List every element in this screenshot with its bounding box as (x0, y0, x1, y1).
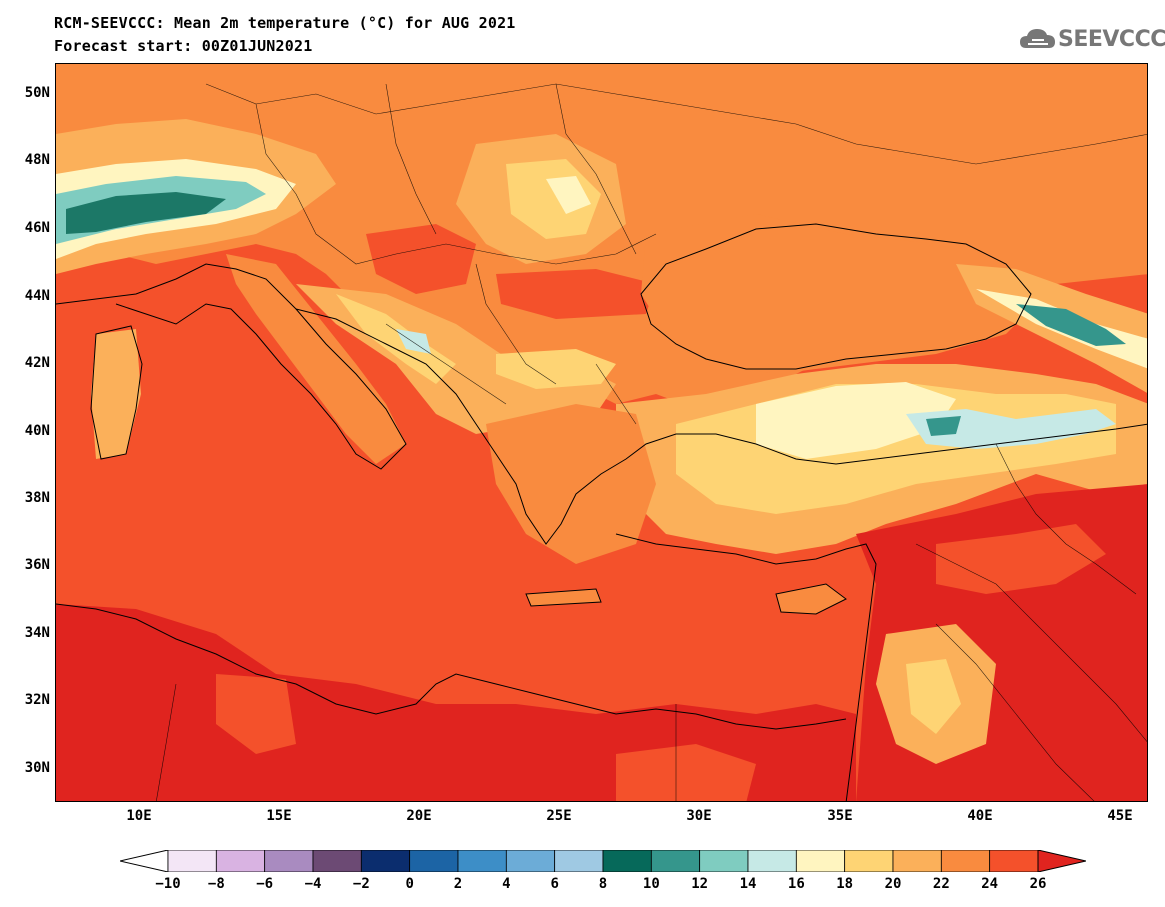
colorbar-label: 2 (453, 876, 463, 892)
colorbar-label: −4 (304, 876, 322, 892)
forecast-start: Forecast start: 00Z01JUN2021 (54, 37, 313, 55)
lon-tick: 15E (266, 808, 292, 824)
lat-tick: 50N (24, 85, 50, 101)
lon-tick: 35E (827, 808, 853, 824)
pannonian-hot (366, 224, 476, 294)
jordan-mild (906, 659, 961, 734)
colorbar-cell (505, 850, 556, 872)
colorbar-label: 16 (787, 876, 805, 892)
colorbar (120, 850, 1086, 872)
colorbar-label: 10 (642, 876, 660, 892)
colorbar-label: 6 (550, 876, 559, 892)
lat-tick: 34N (24, 625, 50, 641)
colorbar-label: 14 (739, 876, 757, 892)
italy-warm (226, 254, 406, 464)
colorbar-cell (747, 850, 797, 872)
alps-cold-core (66, 192, 226, 234)
carpathian-peak (546, 176, 591, 214)
corsica-sardinia (91, 329, 141, 459)
lat-tick: 48N (24, 152, 50, 168)
crete (526, 589, 601, 606)
colorbar-cell (457, 850, 507, 872)
colorbar-label: −2 (352, 876, 370, 892)
bulgaria-mild (496, 349, 616, 389)
map-title: RCM-SEEVCCC: Mean 2m temperature (°C) fo… (54, 14, 516, 32)
colorbar-label: 24 (981, 876, 999, 892)
colorbar-cell (360, 850, 411, 872)
coastlines (56, 223, 1147, 801)
colorbar-cell (264, 850, 314, 872)
colorbar-label: 26 (1029, 876, 1047, 892)
colorbar-cell (602, 850, 652, 872)
lat-tick: 42N (24, 355, 50, 371)
libya-warm-patch (216, 674, 296, 754)
colorbar-under-triangle (120, 850, 169, 872)
colorbar-label: −8 (207, 876, 225, 892)
cloud-icon (1020, 29, 1055, 48)
colorbar-cell (940, 850, 991, 872)
lat-tick: 38N (24, 490, 50, 506)
colorbar-cell (795, 850, 846, 872)
colorbar-label: −10 (155, 876, 181, 892)
colorbar-cell (650, 850, 701, 872)
temperature-map (55, 63, 1148, 802)
black-sea (641, 214, 1036, 374)
colorbar-over-triangle (1037, 850, 1086, 872)
lat-tick: 36N (24, 557, 50, 573)
lat-tick: 40N (24, 423, 50, 439)
lon-tick: 25E (546, 808, 572, 824)
seevccc-logo: SEEVCCC (1018, 24, 1165, 56)
egypt-warm (616, 744, 756, 801)
colorbar-label: 18 (836, 876, 854, 892)
colorbar-cell (215, 850, 266, 872)
national-borders (156, 83, 1147, 801)
colorbar-label: 4 (502, 876, 511, 892)
lat-tick: 30N (24, 760, 50, 776)
colorbar-cell (892, 850, 942, 872)
colorbar-cell (844, 850, 894, 872)
colorbar-cell (989, 850, 1039, 872)
colorbar-label: 20 (884, 876, 902, 892)
colorbar-label: −6 (256, 876, 274, 892)
anatolia-cool (756, 382, 956, 459)
logo-text: SEEVCCC (1058, 27, 1165, 52)
lat-tick: 44N (24, 288, 50, 304)
colorbar-label: 0 (405, 876, 414, 892)
lon-tick: 45E (1107, 808, 1133, 824)
colorbar-cell (167, 850, 217, 872)
colorbar-cell (409, 850, 459, 872)
aegean-warm (486, 404, 656, 564)
balkans-mild (336, 294, 456, 384)
balkans-cool (396, 329, 431, 354)
lon-tick: 30E (686, 808, 712, 824)
wallachia-hot (496, 269, 656, 319)
colorbar-cell (312, 850, 362, 872)
colorbar-label: 22 (932, 876, 950, 892)
lat-tick: 46N (24, 220, 50, 236)
anatolia-core (926, 416, 961, 436)
colorbar-label: 8 (598, 876, 608, 892)
colorbar-cell (554, 850, 604, 872)
lon-tick: 10E (126, 808, 152, 824)
lon-tick: 20E (406, 808, 432, 824)
lat-tick: 32N (24, 692, 50, 708)
colorbar-cell (699, 850, 749, 872)
caucasus-cold (1016, 304, 1126, 346)
cyprus (776, 584, 846, 614)
lon-tick: 40E (967, 808, 993, 824)
colorbar-label: 12 (691, 876, 709, 892)
